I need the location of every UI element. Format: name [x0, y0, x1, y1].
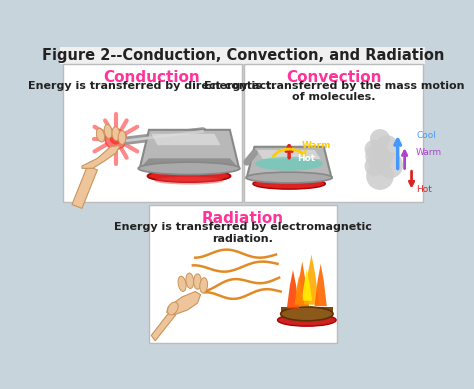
Polygon shape	[315, 264, 327, 306]
FancyBboxPatch shape	[149, 205, 337, 343]
Ellipse shape	[105, 129, 127, 149]
Text: Energy is transferred by electromagnetic
radiation.: Energy is transferred by electromagnetic…	[114, 222, 372, 244]
Polygon shape	[82, 145, 120, 168]
Ellipse shape	[168, 302, 178, 315]
Polygon shape	[304, 254, 319, 305]
Circle shape	[377, 152, 403, 178]
Ellipse shape	[112, 127, 120, 140]
Text: Hot: Hot	[416, 185, 432, 194]
Circle shape	[365, 144, 390, 168]
Text: Cool: Cool	[416, 131, 436, 140]
Circle shape	[374, 149, 393, 168]
Polygon shape	[140, 158, 239, 168]
Ellipse shape	[178, 276, 186, 291]
Ellipse shape	[253, 178, 325, 189]
Text: Energy is transferred by the mass motion
of molecules.: Energy is transferred by the mass motion…	[203, 81, 464, 102]
Text: Warm: Warm	[301, 141, 331, 150]
Ellipse shape	[278, 314, 336, 326]
Polygon shape	[295, 261, 309, 306]
Ellipse shape	[155, 177, 224, 184]
Polygon shape	[151, 308, 176, 341]
Text: Energy is transferred by direct contact.: Energy is transferred by direct contact.	[28, 81, 276, 91]
Circle shape	[375, 135, 399, 158]
Ellipse shape	[147, 170, 231, 182]
Text: Warm: Warm	[416, 149, 442, 158]
Polygon shape	[287, 270, 299, 308]
Ellipse shape	[246, 172, 332, 183]
Polygon shape	[257, 150, 321, 159]
Ellipse shape	[255, 157, 323, 171]
Ellipse shape	[109, 134, 122, 144]
Text: Convection: Convection	[286, 70, 382, 85]
Text: Figure 2--Conduction, Convection, and Radiation: Figure 2--Conduction, Convection, and Ra…	[42, 47, 444, 63]
Text: Hot: Hot	[298, 154, 316, 163]
Polygon shape	[301, 268, 312, 301]
Ellipse shape	[96, 128, 105, 142]
Circle shape	[370, 129, 390, 149]
Polygon shape	[281, 307, 333, 314]
Polygon shape	[247, 147, 331, 178]
Ellipse shape	[200, 278, 208, 293]
Ellipse shape	[104, 124, 112, 138]
Polygon shape	[140, 130, 239, 168]
Ellipse shape	[186, 273, 194, 288]
FancyBboxPatch shape	[61, 47, 425, 64]
Ellipse shape	[138, 162, 240, 175]
Text: Conduction: Conduction	[104, 70, 201, 85]
Circle shape	[366, 162, 394, 190]
Polygon shape	[151, 134, 220, 145]
Circle shape	[365, 156, 384, 176]
Ellipse shape	[281, 307, 333, 321]
FancyBboxPatch shape	[245, 64, 423, 202]
Circle shape	[365, 140, 383, 158]
Ellipse shape	[194, 274, 201, 289]
Text: Radiation: Radiation	[202, 211, 284, 226]
Polygon shape	[72, 166, 97, 209]
Polygon shape	[294, 275, 304, 305]
Ellipse shape	[118, 131, 126, 144]
FancyBboxPatch shape	[63, 64, 242, 202]
Polygon shape	[167, 291, 201, 315]
